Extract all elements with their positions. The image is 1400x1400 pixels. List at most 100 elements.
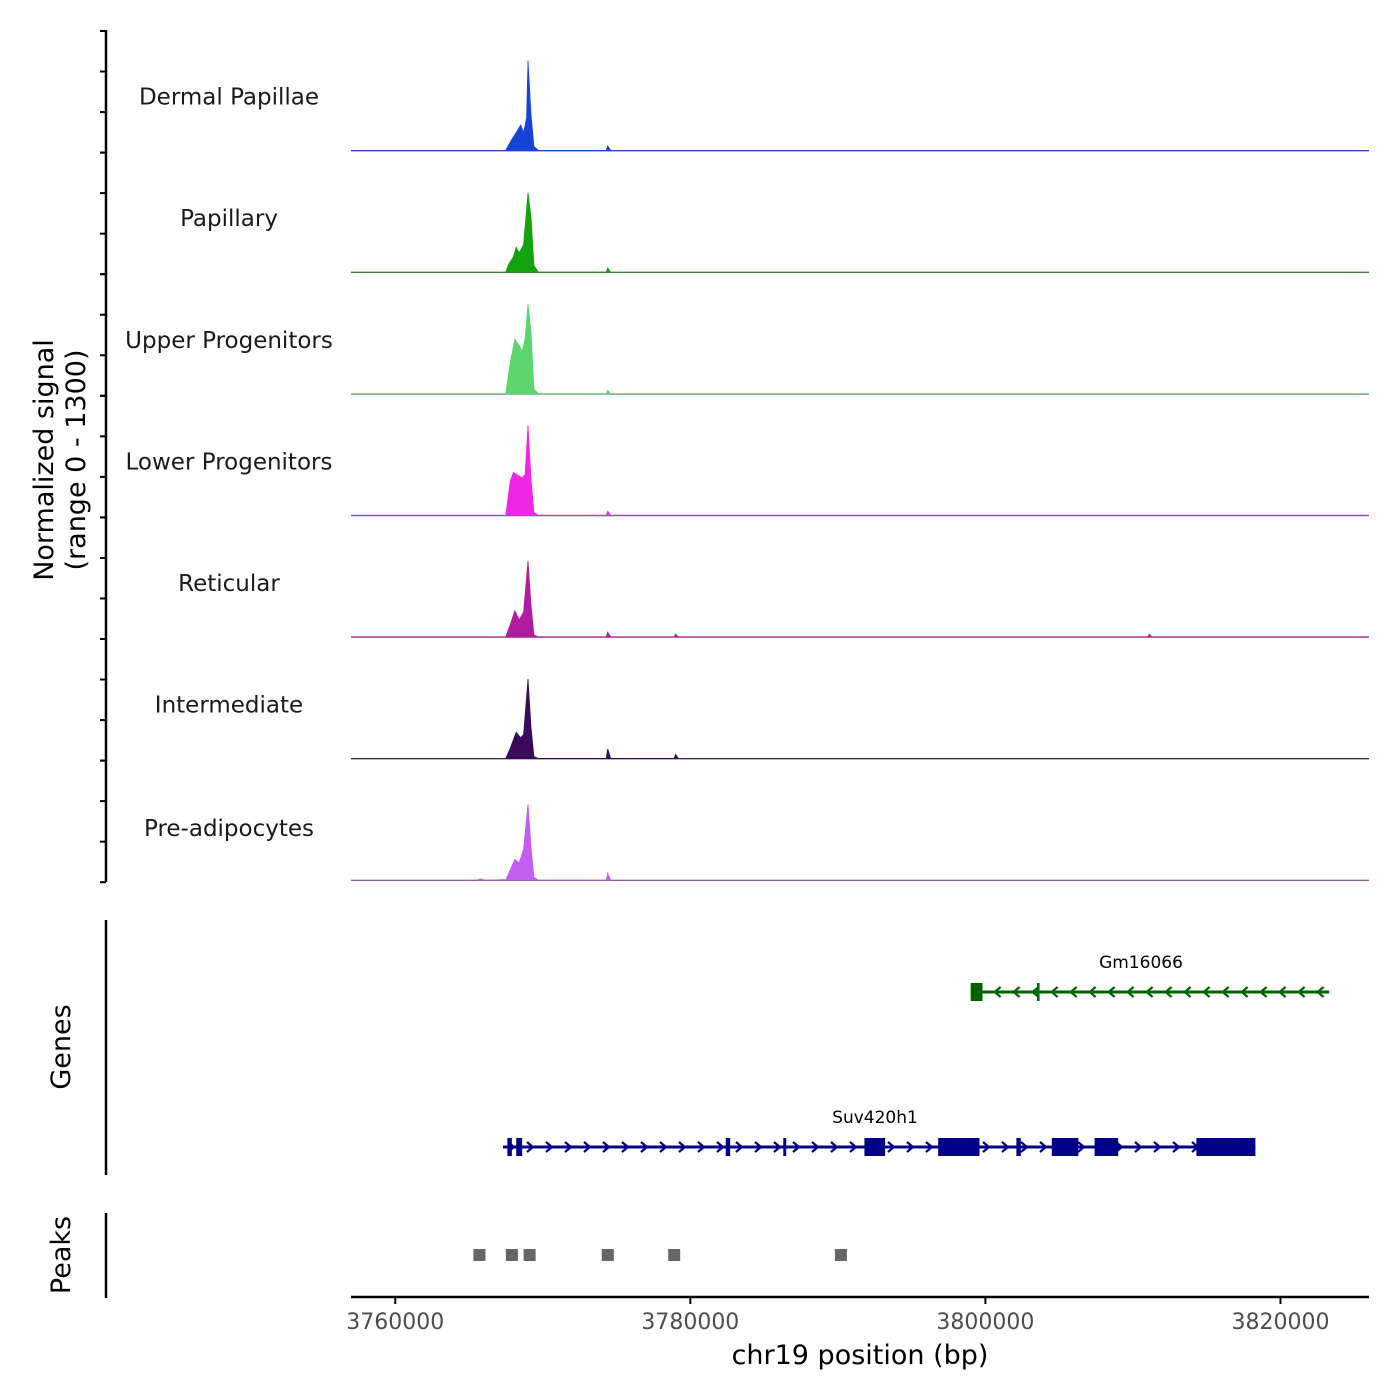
gene-label: Suv420h1 xyxy=(832,1108,918,1128)
strand-arrow xyxy=(640,1141,649,1153)
strand-arrow xyxy=(621,1141,630,1153)
peak xyxy=(601,1249,614,1261)
gene-exon xyxy=(725,1138,731,1156)
signal-area xyxy=(505,425,612,516)
track-label: Dermal Papillae xyxy=(139,85,319,111)
genes-axis-title: Genes xyxy=(46,1004,77,1089)
strand-arrow xyxy=(678,1141,687,1153)
strand-arrow xyxy=(1001,1141,1010,1153)
signal-area xyxy=(505,303,612,395)
gene-exon xyxy=(516,1138,523,1156)
gene-exon xyxy=(1051,1138,1079,1156)
track-dermal-papillae: Dermal Papillae xyxy=(139,60,1369,152)
gene-exon xyxy=(1094,1138,1119,1156)
strand-arrow xyxy=(1039,1141,1048,1153)
strand-arrow xyxy=(1134,1141,1143,1153)
gene-suv420h1: Suv420h1 xyxy=(502,1108,1256,1156)
track-reticular: Reticular xyxy=(178,560,1369,638)
gene-exon xyxy=(864,1138,886,1156)
track-label: Pre-adipocytes xyxy=(144,816,314,842)
x-axis-title: chr19 position (bp) xyxy=(732,1340,989,1371)
peak xyxy=(523,1249,536,1261)
strand-arrow xyxy=(1201,986,1211,998)
gene-exon xyxy=(1196,1138,1256,1156)
strand-arrow xyxy=(830,1141,839,1153)
strand-arrow xyxy=(1049,986,1059,998)
strand-arrow xyxy=(906,1141,915,1153)
track-label: Reticular xyxy=(178,571,280,597)
strand-arrow xyxy=(1153,1141,1162,1153)
gene-label: Gm16066 xyxy=(1099,953,1183,973)
gene-exon xyxy=(507,1138,512,1156)
strand-arrow xyxy=(925,1141,934,1153)
signal-area xyxy=(505,560,1154,638)
strand-arrow xyxy=(773,1141,782,1153)
track-label: Upper Progenitors xyxy=(125,328,333,354)
track-pre-adipocytes: Pre-adipocytes xyxy=(144,803,1369,882)
strand-arrow xyxy=(1258,986,1268,998)
strand-arrow xyxy=(1068,986,1078,998)
x-tick-label: 3760000 xyxy=(346,1310,444,1335)
strand-arrow xyxy=(754,1141,763,1153)
strand-arrow xyxy=(1315,986,1325,998)
x-axis-ticks: 3760000 3780000 3800000 3820000 xyxy=(346,1297,1329,1335)
track-lower-progenitors: Lower Progenitors xyxy=(126,425,1369,517)
signal-axis-title: Normalized signal xyxy=(29,339,60,581)
strand-arrow xyxy=(1020,1141,1029,1153)
strand-arrow xyxy=(1077,1141,1086,1153)
x-tick-label: 3820000 xyxy=(1231,1310,1329,1335)
gene-gm16066: Gm16066 xyxy=(970,953,1330,1001)
gene-exon xyxy=(783,1138,787,1156)
strand-arrow xyxy=(526,1141,535,1153)
gene-exon xyxy=(970,983,983,1001)
strand-arrow xyxy=(1239,986,1249,998)
strand-arrow xyxy=(602,1141,611,1153)
track-label: Intermediate xyxy=(155,693,303,719)
strand-arrow xyxy=(1172,1141,1181,1153)
gene-track: Gm16066 Suv420h1 xyxy=(502,953,1330,1156)
strand-arrow xyxy=(564,1141,573,1153)
peaks-axis-title: Peaks xyxy=(46,1216,77,1294)
strand-arrow xyxy=(697,1141,706,1153)
signal-area xyxy=(505,678,680,759)
strand-arrow xyxy=(1182,986,1192,998)
track-upper-progenitors: Upper Progenitors xyxy=(125,303,1369,395)
gene-exon xyxy=(1016,1138,1021,1156)
signal-area xyxy=(505,60,612,151)
strand-arrow xyxy=(887,1141,896,1153)
strand-arrow xyxy=(583,1141,592,1153)
signal-y-ticks xyxy=(100,30,106,884)
strand-arrow xyxy=(1087,986,1097,998)
x-tick-label: 3800000 xyxy=(936,1310,1034,1335)
track-papillary: Papillary xyxy=(180,192,1369,274)
strand-arrow xyxy=(1125,986,1135,998)
signal-tracks: Dermal Papillae Papillary Upper Progenitor… xyxy=(125,60,1369,882)
peak xyxy=(505,1249,518,1261)
strand-arrow xyxy=(735,1141,744,1153)
signal-axis-range: (range 0 - 1300) xyxy=(61,350,92,571)
strand-arrow xyxy=(1163,986,1173,998)
strand-arrow xyxy=(1296,986,1306,998)
strand-arrow xyxy=(1106,986,1116,998)
x-tick-label: 3780000 xyxy=(641,1310,739,1335)
peak xyxy=(668,1249,681,1261)
strand-arrow xyxy=(659,1141,668,1153)
signal-area xyxy=(476,803,612,881)
track-label: Lower Progenitors xyxy=(126,449,333,475)
strand-arrow xyxy=(1220,986,1230,998)
strand-arrow xyxy=(1011,986,1021,998)
strand-arrow xyxy=(792,1141,801,1153)
strand-arrow xyxy=(849,1141,858,1153)
strand-arrow xyxy=(982,1141,991,1153)
strand-arrow xyxy=(545,1141,554,1153)
signal-area xyxy=(505,192,612,273)
gene-exon xyxy=(1037,983,1040,1001)
strand-arrow xyxy=(716,1141,725,1153)
strand-arrow xyxy=(1144,986,1154,998)
strand-arrow xyxy=(811,1141,820,1153)
peak xyxy=(834,1249,847,1261)
strand-arrow xyxy=(1277,986,1287,998)
peak xyxy=(473,1249,486,1261)
peak-track xyxy=(473,1249,847,1261)
